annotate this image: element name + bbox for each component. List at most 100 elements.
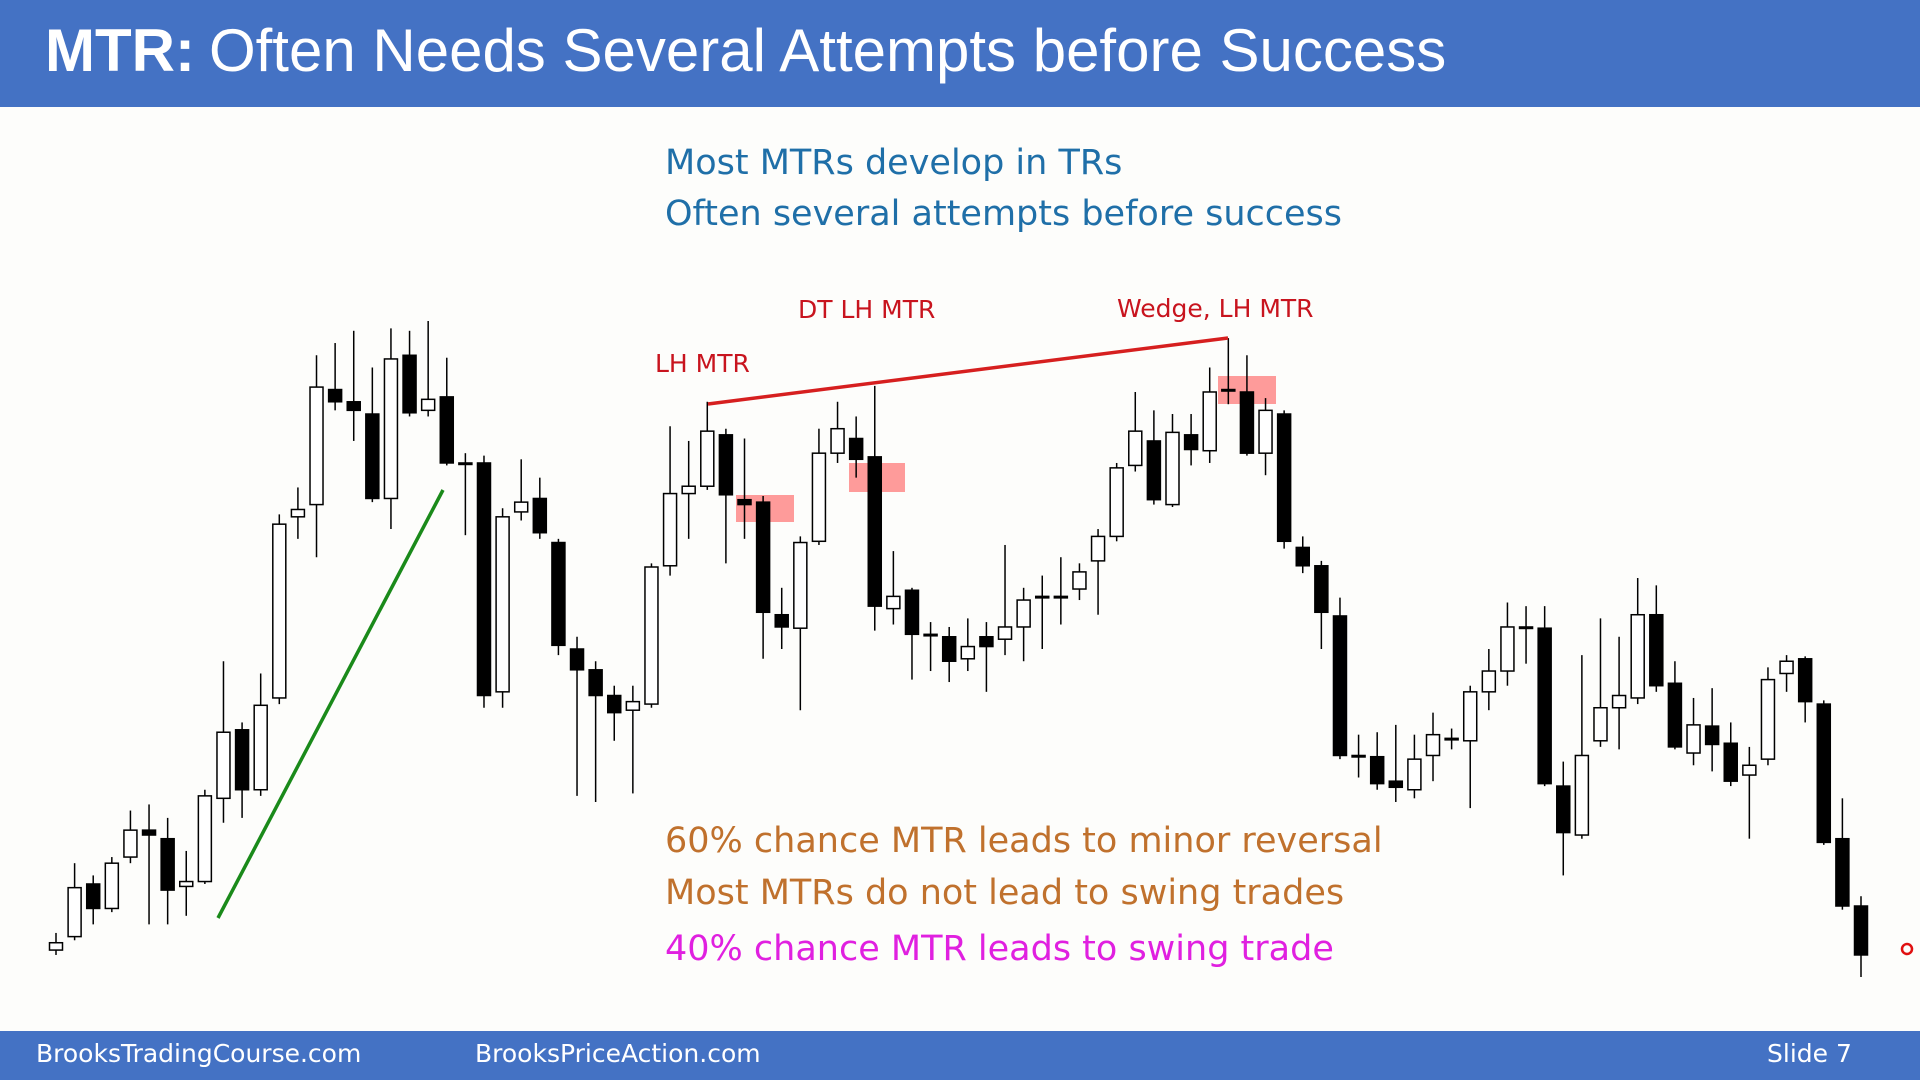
up-body [1016, 599, 1031, 628]
up-body [1462, 691, 1478, 742]
up-body [272, 523, 287, 699]
up-body [67, 886, 82, 938]
down-body [1388, 780, 1404, 789]
annotation: LH MTR [655, 349, 750, 378]
note-top: Often several attempts before success [665, 194, 1342, 234]
up-body [179, 880, 194, 888]
down-body [1146, 440, 1162, 501]
down-body [439, 396, 455, 464]
up-body [644, 566, 659, 705]
down-body [848, 437, 864, 461]
down-body [755, 501, 771, 614]
down-body [402, 354, 417, 414]
down-body [476, 462, 492, 697]
down-body [327, 388, 343, 403]
up-body [997, 626, 1013, 640]
note-bottom: Most MTRs do not lead to swing trades [665, 873, 1344, 913]
down-body [718, 434, 734, 496]
up-body [1574, 754, 1590, 836]
up-body [1686, 724, 1701, 754]
slide-title: MTR: Often Needs Several Attempts before … [45, 17, 1446, 84]
trend-line [707, 336, 1229, 406]
down-body [1704, 725, 1720, 746]
down-body [1853, 905, 1869, 956]
down-body [979, 636, 994, 648]
up-body [104, 862, 120, 910]
down-body [737, 498, 752, 506]
down-body [141, 829, 157, 836]
up-body [1425, 733, 1441, 757]
annotation: DT LH MTR [798, 295, 935, 324]
up-body [420, 398, 436, 412]
up-body [216, 731, 231, 800]
up-body [793, 541, 808, 629]
up-body [681, 485, 696, 495]
up-body [197, 795, 213, 883]
up-body [1481, 670, 1497, 693]
up-body [1165, 431, 1180, 506]
up-body [1630, 613, 1645, 699]
down-body [1723, 742, 1738, 782]
up-body [1500, 626, 1515, 672]
up-body [1444, 737, 1459, 741]
note-highlight: 40% chance MTR leads to swing trade [665, 929, 1334, 969]
up-body [513, 501, 529, 513]
up-body [253, 704, 268, 791]
up-body [1202, 391, 1217, 452]
header-band [0, 0, 1920, 107]
down-body [1556, 785, 1571, 834]
up-body [923, 633, 938, 637]
down-body [1332, 615, 1348, 757]
up-body [123, 829, 138, 858]
down-body [569, 648, 585, 671]
up-body [1072, 571, 1087, 590]
up-body [383, 358, 399, 500]
up-body [1221, 388, 1236, 392]
down-body [1239, 391, 1255, 454]
up-body [1760, 678, 1776, 760]
up-body [1258, 409, 1273, 454]
up-body [625, 700, 641, 711]
trend-line [216, 489, 445, 919]
note-top: Most MTRs develop in TRs [665, 143, 1122, 183]
up-body [1742, 764, 1757, 776]
up-body [1351, 754, 1366, 758]
down-body [588, 669, 603, 697]
footer-link: BrooksTradingCourse.com [36, 1039, 361, 1068]
up-body [830, 427, 845, 454]
up-body [1518, 626, 1534, 630]
up-body [1109, 467, 1124, 538]
footer-band [0, 1031, 1920, 1080]
note-bottom: 60% chance MTR leads to minor reversal [665, 821, 1383, 861]
down-body [1797, 658, 1813, 703]
down-body [1537, 627, 1552, 785]
up-body [662, 492, 678, 567]
up-body [1593, 706, 1608, 742]
up-body [309, 386, 324, 506]
up-body [48, 941, 64, 951]
up-body [1090, 535, 1106, 562]
title-bold: MTR: [45, 17, 195, 84]
down-body [1369, 755, 1385, 785]
down-body [551, 541, 566, 647]
up-body [1407, 758, 1422, 791]
down-body [1183, 434, 1199, 451]
up-body [1053, 595, 1069, 599]
title-rest: Often Needs Several Attempts before Succ… [209, 17, 1446, 84]
slide-number: Slide 7 [1767, 1039, 1852, 1068]
down-body [1314, 565, 1329, 614]
up-body [290, 508, 306, 518]
cursor-dot [1900, 942, 1914, 956]
down-body [1816, 703, 1832, 844]
up-body [1779, 660, 1794, 675]
up-body [1128, 430, 1143, 467]
down-body [1649, 613, 1664, 687]
down-body [532, 497, 548, 534]
down-body [160, 837, 175, 891]
down-body [346, 401, 361, 412]
footer-link: BrooksPriceAction.com [475, 1039, 761, 1068]
down-body [365, 413, 380, 500]
